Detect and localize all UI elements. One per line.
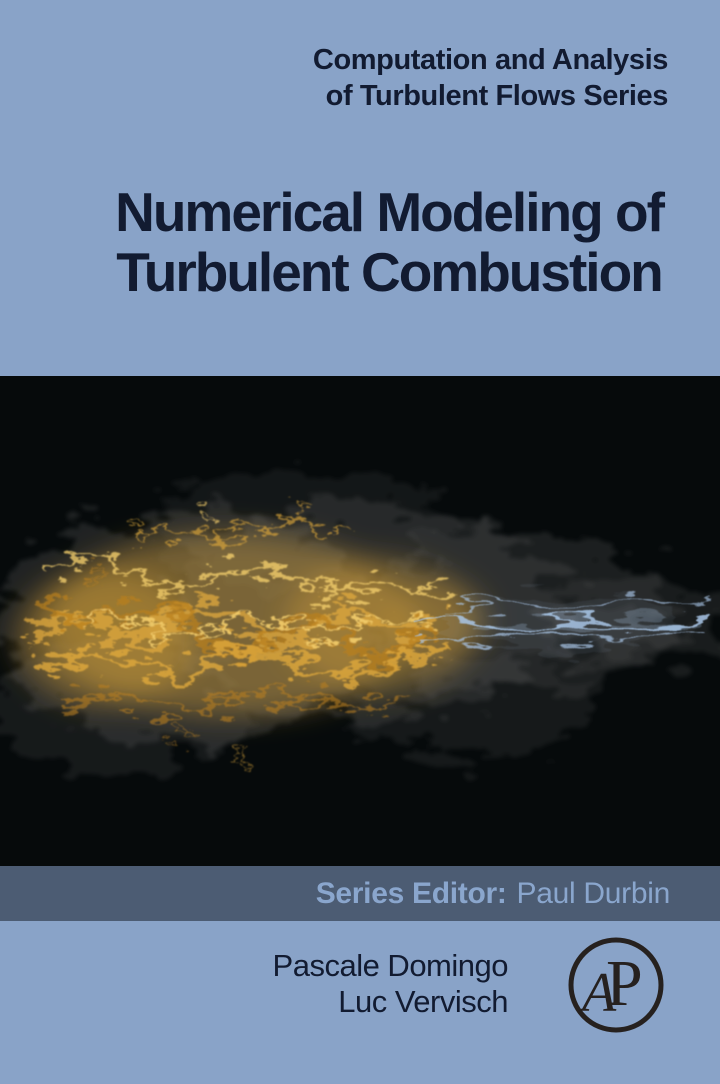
logo-letter-a: A — [578, 962, 617, 1024]
book-title-line1: Numerical Modeling of — [115, 181, 665, 243]
author-name: Luc Vervisch — [338, 984, 508, 1019]
series-editor-band: Series Editor: Paul Durbin — [0, 866, 720, 921]
series-header-line1: Computation and Analysis — [312, 44, 668, 76]
ap-monogram-icon: P A — [568, 937, 664, 1033]
series-header: Computation and Analysis of Turbulent Fl… — [0, 42, 668, 114]
academic-press-logo: P A — [566, 935, 666, 1035]
flame-simulation-image — [0, 376, 720, 866]
series-header-line2: of Turbulent Flows Series — [325, 80, 669, 112]
logo-letter-p: P — [606, 947, 643, 1020]
series-editor-label: Series Editor: — [315, 876, 507, 910]
logo-circle — [568, 937, 664, 1033]
flame-simulation-graphic — [0, 376, 720, 866]
series-editor-name: Paul Durbin — [516, 876, 671, 910]
flame-filaments — [28, 502, 453, 768]
author-name: Pascale Domingo — [272, 948, 509, 983]
author-names: Pascale Domingo Luc Vervisch — [272, 948, 509, 1020]
blue-filaments — [413, 596, 709, 652]
book-title-line2: Turbulent Combustion — [116, 241, 664, 303]
book-title: Numerical Modeling of Turbulent Combusti… — [106, 182, 672, 302]
